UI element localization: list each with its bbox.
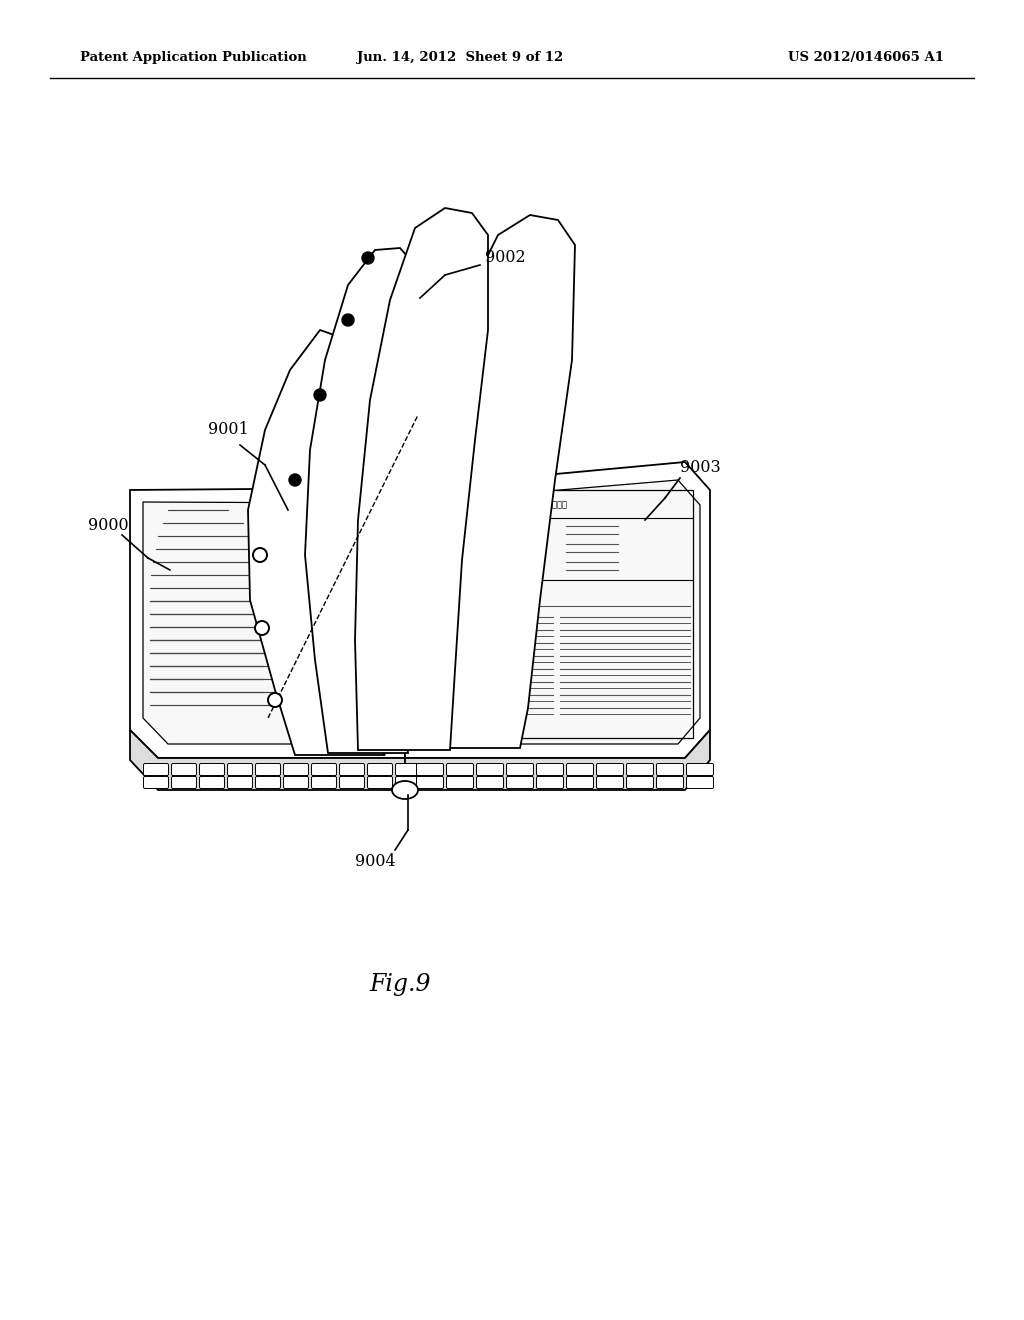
FancyBboxPatch shape xyxy=(537,763,563,776)
FancyBboxPatch shape xyxy=(340,763,365,776)
Polygon shape xyxy=(355,209,488,750)
Polygon shape xyxy=(406,730,710,789)
FancyBboxPatch shape xyxy=(171,776,197,788)
FancyBboxPatch shape xyxy=(417,776,443,788)
Polygon shape xyxy=(406,462,710,758)
FancyBboxPatch shape xyxy=(686,776,714,788)
FancyBboxPatch shape xyxy=(395,776,421,788)
FancyBboxPatch shape xyxy=(200,776,224,788)
FancyBboxPatch shape xyxy=(340,776,365,788)
Polygon shape xyxy=(248,330,385,755)
Text: 9002: 9002 xyxy=(485,249,525,267)
FancyBboxPatch shape xyxy=(627,776,653,788)
FancyBboxPatch shape xyxy=(507,763,534,776)
FancyBboxPatch shape xyxy=(311,763,337,776)
Polygon shape xyxy=(143,502,392,744)
FancyBboxPatch shape xyxy=(284,776,308,788)
FancyBboxPatch shape xyxy=(417,763,443,776)
FancyBboxPatch shape xyxy=(446,763,473,776)
FancyBboxPatch shape xyxy=(507,776,534,788)
Ellipse shape xyxy=(392,781,418,799)
FancyBboxPatch shape xyxy=(597,763,624,776)
Circle shape xyxy=(255,620,269,635)
FancyBboxPatch shape xyxy=(227,763,253,776)
FancyBboxPatch shape xyxy=(656,776,683,788)
Circle shape xyxy=(268,693,282,708)
FancyBboxPatch shape xyxy=(566,763,594,776)
FancyBboxPatch shape xyxy=(256,776,281,788)
Text: Patent Application Publication: Patent Application Publication xyxy=(80,51,307,65)
Circle shape xyxy=(253,548,267,562)
FancyBboxPatch shape xyxy=(171,763,197,776)
Circle shape xyxy=(362,252,374,264)
Polygon shape xyxy=(305,248,415,752)
FancyBboxPatch shape xyxy=(311,776,337,788)
FancyBboxPatch shape xyxy=(627,763,653,776)
FancyBboxPatch shape xyxy=(143,776,169,788)
Text: 9001: 9001 xyxy=(208,421,249,438)
Text: 特許公報: 特許公報 xyxy=(548,500,568,510)
FancyBboxPatch shape xyxy=(227,776,253,788)
Polygon shape xyxy=(418,480,700,744)
Text: Jun. 14, 2012  Sheet 9 of 12: Jun. 14, 2012 Sheet 9 of 12 xyxy=(357,51,563,65)
Text: 9000: 9000 xyxy=(88,516,129,533)
FancyBboxPatch shape xyxy=(284,763,308,776)
Polygon shape xyxy=(130,730,406,789)
Text: 【案明の名称】発光装置: 【案明の名称】発光装置 xyxy=(427,589,475,595)
FancyBboxPatch shape xyxy=(368,763,392,776)
FancyBboxPatch shape xyxy=(537,776,563,788)
FancyBboxPatch shape xyxy=(656,763,683,776)
Polygon shape xyxy=(398,215,575,748)
FancyBboxPatch shape xyxy=(200,763,224,776)
FancyBboxPatch shape xyxy=(566,776,594,788)
FancyBboxPatch shape xyxy=(368,776,392,788)
FancyBboxPatch shape xyxy=(597,776,624,788)
Circle shape xyxy=(314,389,326,401)
FancyBboxPatch shape xyxy=(143,763,169,776)
FancyBboxPatch shape xyxy=(446,776,473,788)
FancyBboxPatch shape xyxy=(476,763,504,776)
Circle shape xyxy=(289,474,301,486)
Polygon shape xyxy=(130,488,406,758)
Text: 9004: 9004 xyxy=(354,854,395,870)
FancyBboxPatch shape xyxy=(256,763,281,776)
FancyBboxPatch shape xyxy=(476,776,504,788)
Text: US 2012/0146065 A1: US 2012/0146065 A1 xyxy=(788,51,944,65)
FancyBboxPatch shape xyxy=(686,763,714,776)
Text: 9003: 9003 xyxy=(680,459,721,477)
Text: Fig.9: Fig.9 xyxy=(370,974,431,997)
FancyBboxPatch shape xyxy=(395,763,421,776)
Circle shape xyxy=(342,314,354,326)
